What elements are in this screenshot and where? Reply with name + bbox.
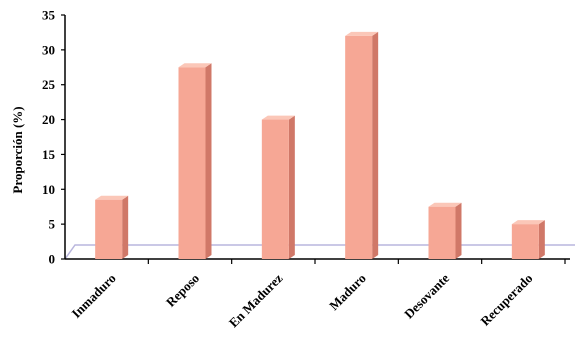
bar xyxy=(95,195,129,259)
bar-side xyxy=(538,220,545,259)
x-tick-label: En Madurez xyxy=(226,270,286,330)
bar-side xyxy=(205,63,212,260)
bar-side xyxy=(288,115,295,259)
bar-top xyxy=(95,195,129,200)
x-tick-label: Reposo xyxy=(163,271,202,310)
bar-front xyxy=(511,224,539,259)
y-tick-label: 20 xyxy=(42,112,55,127)
bar-side xyxy=(372,31,379,259)
bar xyxy=(345,31,379,259)
bar-side xyxy=(122,195,129,259)
bar-top xyxy=(511,220,545,225)
bar-top xyxy=(428,202,462,207)
bar-front xyxy=(261,119,289,259)
y-tick-label: 35 xyxy=(42,8,56,23)
chart-floor xyxy=(64,244,575,260)
bar xyxy=(178,63,212,260)
bar xyxy=(511,220,545,259)
axes xyxy=(61,14,570,264)
bar-top xyxy=(345,31,379,36)
y-tick-label: 10 xyxy=(42,182,55,197)
floor-line xyxy=(64,244,575,260)
y-tick-label: 25 xyxy=(42,77,56,92)
bar-front xyxy=(178,67,206,260)
bar-side xyxy=(455,202,462,259)
bar-top xyxy=(178,63,212,68)
y-tick-labels: 0 5 10 15 20 25 30 35 xyxy=(42,8,56,267)
y-tick-label: 15 xyxy=(42,147,56,162)
x-tick-label: Inmaduro xyxy=(68,271,118,321)
y-axis-title: Proporción (%) xyxy=(10,106,25,193)
bar xyxy=(261,115,295,259)
bar-front xyxy=(345,35,373,259)
bar-front xyxy=(95,199,123,259)
bar xyxy=(428,202,462,259)
x-tick-label: Desovante xyxy=(401,270,452,321)
bars xyxy=(95,31,545,260)
y-tick-label: 30 xyxy=(42,42,55,57)
y-tick-label: 5 xyxy=(49,217,56,232)
x-tick-label: Maduro xyxy=(326,271,369,314)
bar-top xyxy=(261,115,295,120)
x-tick-label: Recuperado xyxy=(477,271,535,329)
y-tick-label: 0 xyxy=(49,252,56,267)
x-tick-labels: Inmaduro Reposo En Madurez Maduro Desovante R… xyxy=(68,270,535,330)
bar-front xyxy=(428,206,456,259)
